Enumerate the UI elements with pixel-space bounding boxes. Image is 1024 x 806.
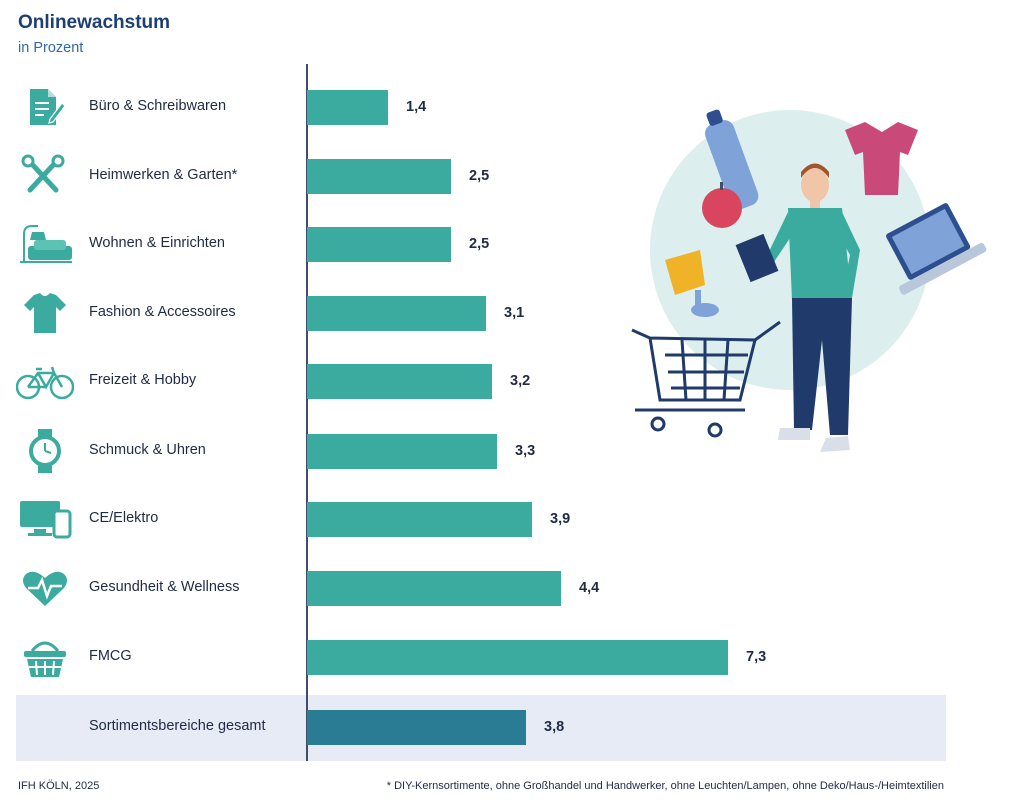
- value-label-wohnen-einrichten: 2,5: [469, 236, 490, 252]
- sofa-lamp-icon: [16, 222, 74, 266]
- heart-pulse-icon: [16, 566, 74, 610]
- category-label-heimwerken-garten: Heimwerken & Garten*: [89, 167, 238, 183]
- value-label-heimwerken-garten: 2,5: [469, 168, 490, 184]
- value-label-freizeit-hobby: 3,2: [510, 373, 531, 389]
- footnote: * DIY-Kernsortimente, ohne Großhandel un…: [386, 780, 944, 792]
- bar-schmuck-uhren: [307, 434, 497, 469]
- document-pen-icon: [16, 85, 74, 129]
- category-label-b-ro-schreibwaren: Büro & Schreibwaren: [89, 98, 227, 114]
- category-label-fashion-accessoires: Fashion & Accessoires: [89, 304, 236, 320]
- shopper-illustration: [631, 109, 987, 452]
- category-label-ce-elektro: CE/Elektro: [89, 510, 159, 526]
- bicycle-icon: [15, 359, 75, 403]
- value-label-sortimentsbereiche-gesamt: 3,8: [544, 719, 565, 735]
- value-label-gesundheit-wellness: 4,4: [579, 580, 600, 596]
- value-label-b-ro-schreibwaren: 1,4: [406, 99, 427, 115]
- bar-wohnen-einrichten: [307, 227, 451, 262]
- basket-icon: [16, 635, 74, 679]
- value-label-ce-elektro: 3,9: [550, 511, 571, 527]
- tools-icon: [16, 154, 74, 198]
- category-label-sortimentsbereiche-gesamt: Sortimentsbereiche gesamt: [89, 718, 266, 734]
- devices-icon: [16, 497, 74, 541]
- bar-fmcg: [307, 640, 728, 675]
- chart-subtitle: in Prozent: [18, 40, 84, 56]
- category-label-fmcg: FMCG: [89, 648, 132, 664]
- bar-freizeit-hobby: [307, 364, 492, 399]
- bar-b-ro-schreibwaren: [307, 90, 388, 125]
- value-label-fmcg: 7,3: [746, 649, 767, 665]
- tshirt-icon: [16, 291, 74, 335]
- bar-gesundheit-wellness: [307, 571, 561, 606]
- bar-heimwerken-garten: [307, 159, 451, 194]
- y-axis-line: [306, 64, 308, 761]
- source-note: IFH KÖLN, 2025: [18, 780, 100, 792]
- watch-icon: [16, 429, 74, 473]
- bar-sortimentsbereiche-gesamt: [307, 710, 526, 745]
- category-label-gesundheit-wellness: Gesundheit & Wellness: [89, 579, 240, 595]
- value-label-fashion-accessoires: 3,1: [504, 305, 525, 321]
- chart-title: Onlinewachstum: [18, 12, 171, 33]
- bar-ce-elektro: [307, 502, 532, 537]
- category-label-wohnen-einrichten: Wohnen & Einrichten: [89, 235, 225, 251]
- value-label-schmuck-uhren: 3,3: [515, 443, 536, 459]
- bar-fashion-accessoires: [307, 296, 486, 331]
- category-label-schmuck-uhren: Schmuck & Uhren: [89, 442, 206, 458]
- category-label-freizeit-hobby: Freizeit & Hobby: [89, 372, 197, 388]
